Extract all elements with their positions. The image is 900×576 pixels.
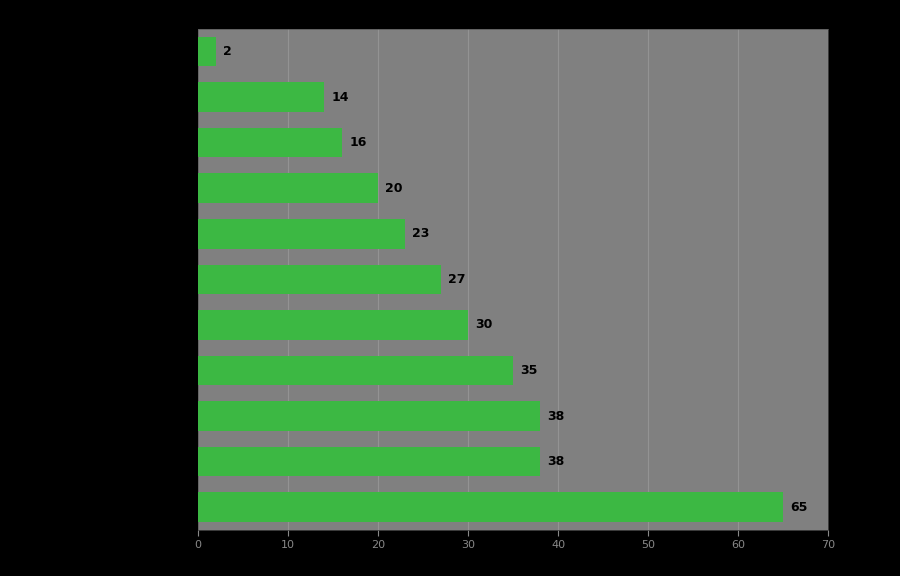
Text: 20: 20 — [385, 182, 402, 195]
Bar — [198, 219, 405, 249]
Text: 65: 65 — [790, 501, 807, 514]
Text: 14: 14 — [331, 90, 348, 104]
Text: 35: 35 — [520, 364, 537, 377]
Bar — [198, 355, 513, 385]
Bar — [198, 264, 441, 294]
Text: 2: 2 — [223, 45, 232, 58]
Bar — [198, 37, 216, 66]
Text: 23: 23 — [412, 228, 429, 240]
Text: 38: 38 — [547, 455, 564, 468]
Text: 30: 30 — [475, 319, 492, 331]
Bar — [198, 82, 324, 112]
Text: 16: 16 — [349, 136, 366, 149]
Bar — [198, 310, 468, 340]
Bar — [198, 492, 783, 522]
Text: 27: 27 — [448, 273, 465, 286]
Text: 38: 38 — [547, 410, 564, 423]
Bar — [198, 173, 378, 203]
Bar — [198, 447, 540, 476]
Bar — [198, 128, 342, 157]
Bar — [198, 401, 540, 431]
